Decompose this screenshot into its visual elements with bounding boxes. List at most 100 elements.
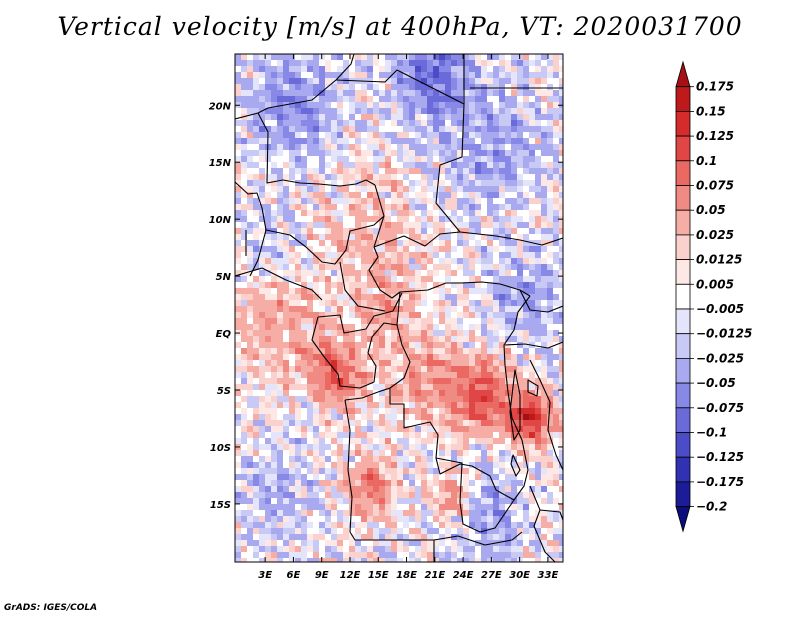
field-cell	[481, 450, 488, 457]
field-cell	[265, 330, 272, 337]
field-cell	[541, 498, 548, 505]
field-cell	[433, 486, 440, 493]
field-cell	[337, 162, 344, 169]
field-cell	[409, 360, 416, 367]
field-cell	[523, 114, 530, 121]
field-cell	[529, 144, 536, 151]
field-cell	[289, 528, 296, 535]
field-cell	[463, 54, 470, 61]
field-cell	[241, 468, 248, 475]
field-cell	[499, 288, 506, 295]
field-cell	[391, 408, 398, 415]
field-cell	[553, 126, 560, 133]
field-cell	[397, 354, 404, 361]
field-cell	[313, 276, 320, 283]
field-cell	[463, 60, 470, 67]
field-cell	[307, 198, 314, 205]
field-cell	[463, 318, 470, 325]
field-cell	[469, 426, 476, 433]
field-cell	[427, 150, 434, 157]
field-cell	[385, 144, 392, 151]
field-cell	[451, 240, 458, 247]
field-cell	[505, 282, 512, 289]
field-cell	[541, 138, 548, 145]
field-cell	[235, 534, 242, 541]
field-cell	[445, 312, 452, 319]
field-cell	[277, 96, 284, 103]
field-cell	[457, 444, 464, 451]
field-cell	[295, 552, 302, 559]
field-cell	[433, 162, 440, 169]
field-cell	[325, 138, 332, 145]
field-cell	[511, 72, 518, 79]
field-cell	[253, 372, 260, 379]
field-cell	[289, 276, 296, 283]
field-cell	[535, 378, 542, 385]
field-cell	[457, 156, 464, 163]
field-cell	[331, 96, 338, 103]
field-cell	[331, 480, 338, 487]
field-cell	[433, 54, 440, 61]
field-cell	[343, 162, 350, 169]
field-cell	[259, 84, 266, 91]
field-cell	[313, 228, 320, 235]
field-cell	[283, 396, 290, 403]
field-cell	[409, 156, 416, 163]
field-cell	[451, 438, 458, 445]
field-cell	[289, 498, 296, 505]
field-cell	[247, 468, 254, 475]
field-cell	[373, 516, 380, 523]
field-cell	[295, 504, 302, 511]
field-cell	[487, 354, 494, 361]
field-cell	[259, 126, 266, 133]
field-cell	[451, 288, 458, 295]
field-cell	[295, 78, 302, 85]
field-cell	[451, 558, 458, 562]
field-cell	[301, 528, 308, 535]
field-cell	[247, 216, 254, 223]
field-cell	[517, 126, 524, 133]
field-cell	[553, 216, 560, 223]
field-cell	[433, 90, 440, 97]
field-cell	[385, 120, 392, 127]
field-cell	[409, 276, 416, 283]
field-cell	[391, 432, 398, 439]
field-cell	[235, 84, 242, 91]
field-cell	[445, 90, 452, 97]
field-cell	[313, 330, 320, 337]
field-cell	[427, 138, 434, 145]
field-cell	[499, 510, 506, 517]
field-cell	[307, 342, 314, 349]
field-cell	[283, 342, 290, 349]
field-cell	[541, 180, 548, 187]
field-cell	[343, 54, 350, 61]
field-cell	[337, 222, 344, 229]
field-cell	[511, 60, 518, 67]
field-cell	[469, 534, 476, 541]
field-cell	[415, 408, 422, 415]
field-cell	[319, 396, 326, 403]
field-cell	[265, 222, 272, 229]
field-cell	[403, 498, 410, 505]
field-cell	[541, 114, 548, 121]
field-cell	[385, 306, 392, 313]
field-cell	[319, 150, 326, 157]
field-cell	[499, 96, 506, 103]
field-cell	[259, 216, 266, 223]
field-cell	[331, 330, 338, 337]
field-cell	[427, 132, 434, 139]
field-cell	[373, 498, 380, 505]
field-cell	[337, 108, 344, 115]
field-cell	[373, 294, 380, 301]
field-cell	[559, 78, 563, 85]
field-cell	[541, 378, 548, 385]
field-cell	[391, 282, 398, 289]
field-cell	[469, 456, 476, 463]
field-cell	[505, 552, 512, 559]
field-cell	[301, 342, 308, 349]
field-cell	[289, 372, 296, 379]
field-cell	[289, 114, 296, 121]
field-cell	[361, 342, 368, 349]
field-cell	[307, 480, 314, 487]
field-cell	[277, 294, 284, 301]
